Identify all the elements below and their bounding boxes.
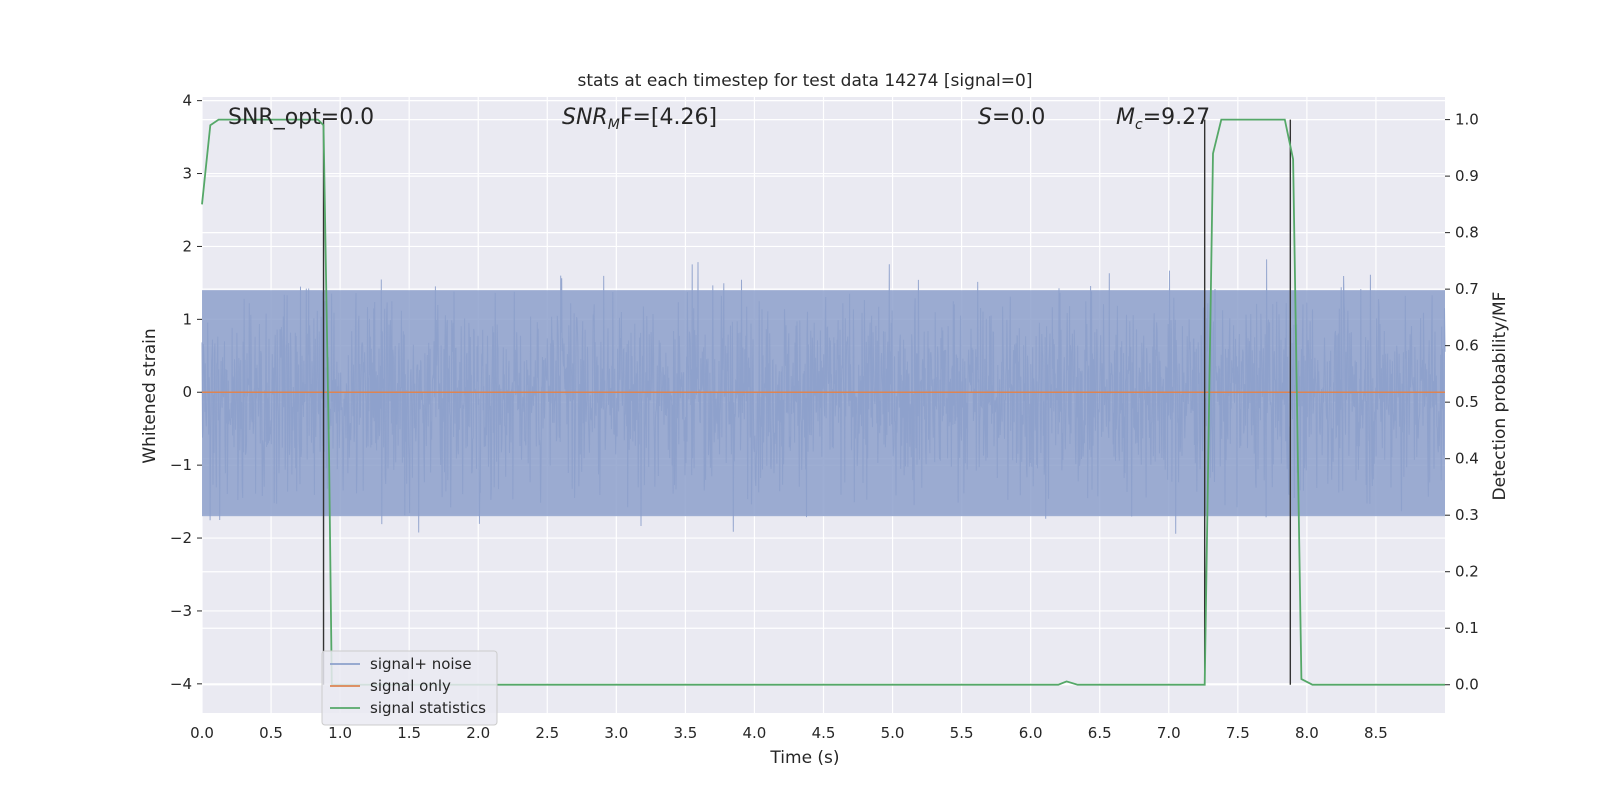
legend-label-signal-only: signal only [370, 677, 451, 695]
annotation-snr-mf-rest: F=[4.26] [620, 105, 717, 130]
x-tick-label: 5.5 [950, 724, 974, 742]
y-axis-ticks: 4 3 2 1 0 −1 −2 −3 −4 [170, 92, 202, 693]
annotation-snr-mf-sub: M [608, 117, 620, 133]
noise-trace [201, 259, 1446, 534]
y-tick-label: 2 [182, 237, 192, 255]
plot-area [201, 97, 1446, 713]
y2-tick-label: 0.8 [1455, 224, 1479, 242]
x-tick-label: 1.0 [328, 724, 352, 742]
x-tick-label: 6.5 [1088, 724, 1112, 742]
y-tick-label: −4 [170, 675, 192, 693]
x-tick-label: 0.0 [190, 724, 214, 742]
y-tick-label: 3 [182, 165, 192, 183]
y-tick-label: 0 [182, 383, 192, 401]
x-tick-label: 4.5 [812, 724, 836, 742]
y-tick-label: 1 [182, 310, 192, 328]
y2-tick-label: 0.3 [1455, 506, 1479, 524]
series-signal-plus-noise [201, 259, 1446, 534]
y-tick-label: −1 [170, 456, 192, 474]
annotation-snr-mf: SNRMF=[4.26] [562, 105, 717, 133]
x-tick-label: 7.5 [1226, 724, 1250, 742]
legend-box [321, 650, 498, 726]
x-tick-label: 6.0 [1019, 724, 1043, 742]
y-tick-label: 4 [182, 92, 192, 110]
y2-tick-label: 0.0 [1455, 676, 1479, 694]
y2-tick-label: 0.2 [1455, 563, 1479, 581]
x-axis-ticks: 0.0 0.5 1.0 1.5 2.0 2.5 3.0 3.5 4.0 4.5 5.0 5.5 6.0 6… [190, 724, 1388, 742]
annotation-mc-sub: c [1135, 117, 1143, 133]
x-tick-label: 3.0 [604, 724, 628, 742]
x-tick-label: 2.0 [466, 724, 490, 742]
x-tick-label: 2.5 [535, 724, 559, 742]
x-tick-label: 5.0 [881, 724, 905, 742]
x-tick-label: 1.5 [397, 724, 421, 742]
vertical-markers [322, 119, 1292, 685]
y2-tick-label: 0.6 [1455, 337, 1479, 355]
legend: signal+ noise signal only signal statist… [321, 650, 498, 726]
y2-axis-ticks: 1.0 0.9 0.8 0.7 0.6 0.5 0.4 0.3 0.2 0.1 0.0 [1445, 111, 1479, 694]
x-tick-label: 4.0 [743, 724, 767, 742]
y2-tick-label: 0.9 [1455, 167, 1479, 185]
legend-label-signal-statistics: signal statistics [370, 699, 486, 717]
chart-title: stats at each timestep for test data 142… [578, 71, 1033, 91]
x-tick-label: 8.5 [1364, 724, 1388, 742]
y2-axis-label: Detection probability/MF [1490, 292, 1510, 501]
annotation-snr-opt: SNR_opt=0.0 [228, 105, 374, 130]
annotation-s-rest: =0.0 [992, 105, 1045, 130]
y2-tick-label: 0.7 [1455, 280, 1479, 298]
y2-tick-label: 0.1 [1455, 619, 1479, 637]
x-tick-label: 7.0 [1157, 724, 1181, 742]
annotation-s-main: S [978, 105, 992, 130]
annotation-s: S=0.0 [978, 105, 1045, 130]
y-axis-label: Whitened strain [140, 328, 160, 463]
y-tick-label: −2 [170, 529, 192, 547]
series-signal-statistics [201, 118, 1445, 686]
y2-tick-label: 0.5 [1455, 393, 1479, 411]
annotation-mc: Mc=9.27 [1116, 105, 1210, 133]
x-tick-label: 3.5 [673, 724, 697, 742]
annotation-mc-rest: =9.27 [1143, 105, 1210, 130]
x-axis-label: Time (s) [769, 748, 839, 768]
x-tick-label: 8.0 [1295, 724, 1319, 742]
legend-label-signal-plus-noise: signal+ noise [370, 655, 472, 673]
x-tick-label: 0.5 [259, 724, 283, 742]
y2-tick-label: 1.0 [1455, 111, 1479, 129]
annotation-snr-mf-main: SNR [562, 105, 608, 130]
annotation-mc-main: M [1116, 105, 1135, 130]
y2-tick-label: 0.4 [1455, 450, 1479, 468]
signal-statistics-line [201, 118, 1445, 686]
y-tick-label: −3 [170, 602, 192, 620]
